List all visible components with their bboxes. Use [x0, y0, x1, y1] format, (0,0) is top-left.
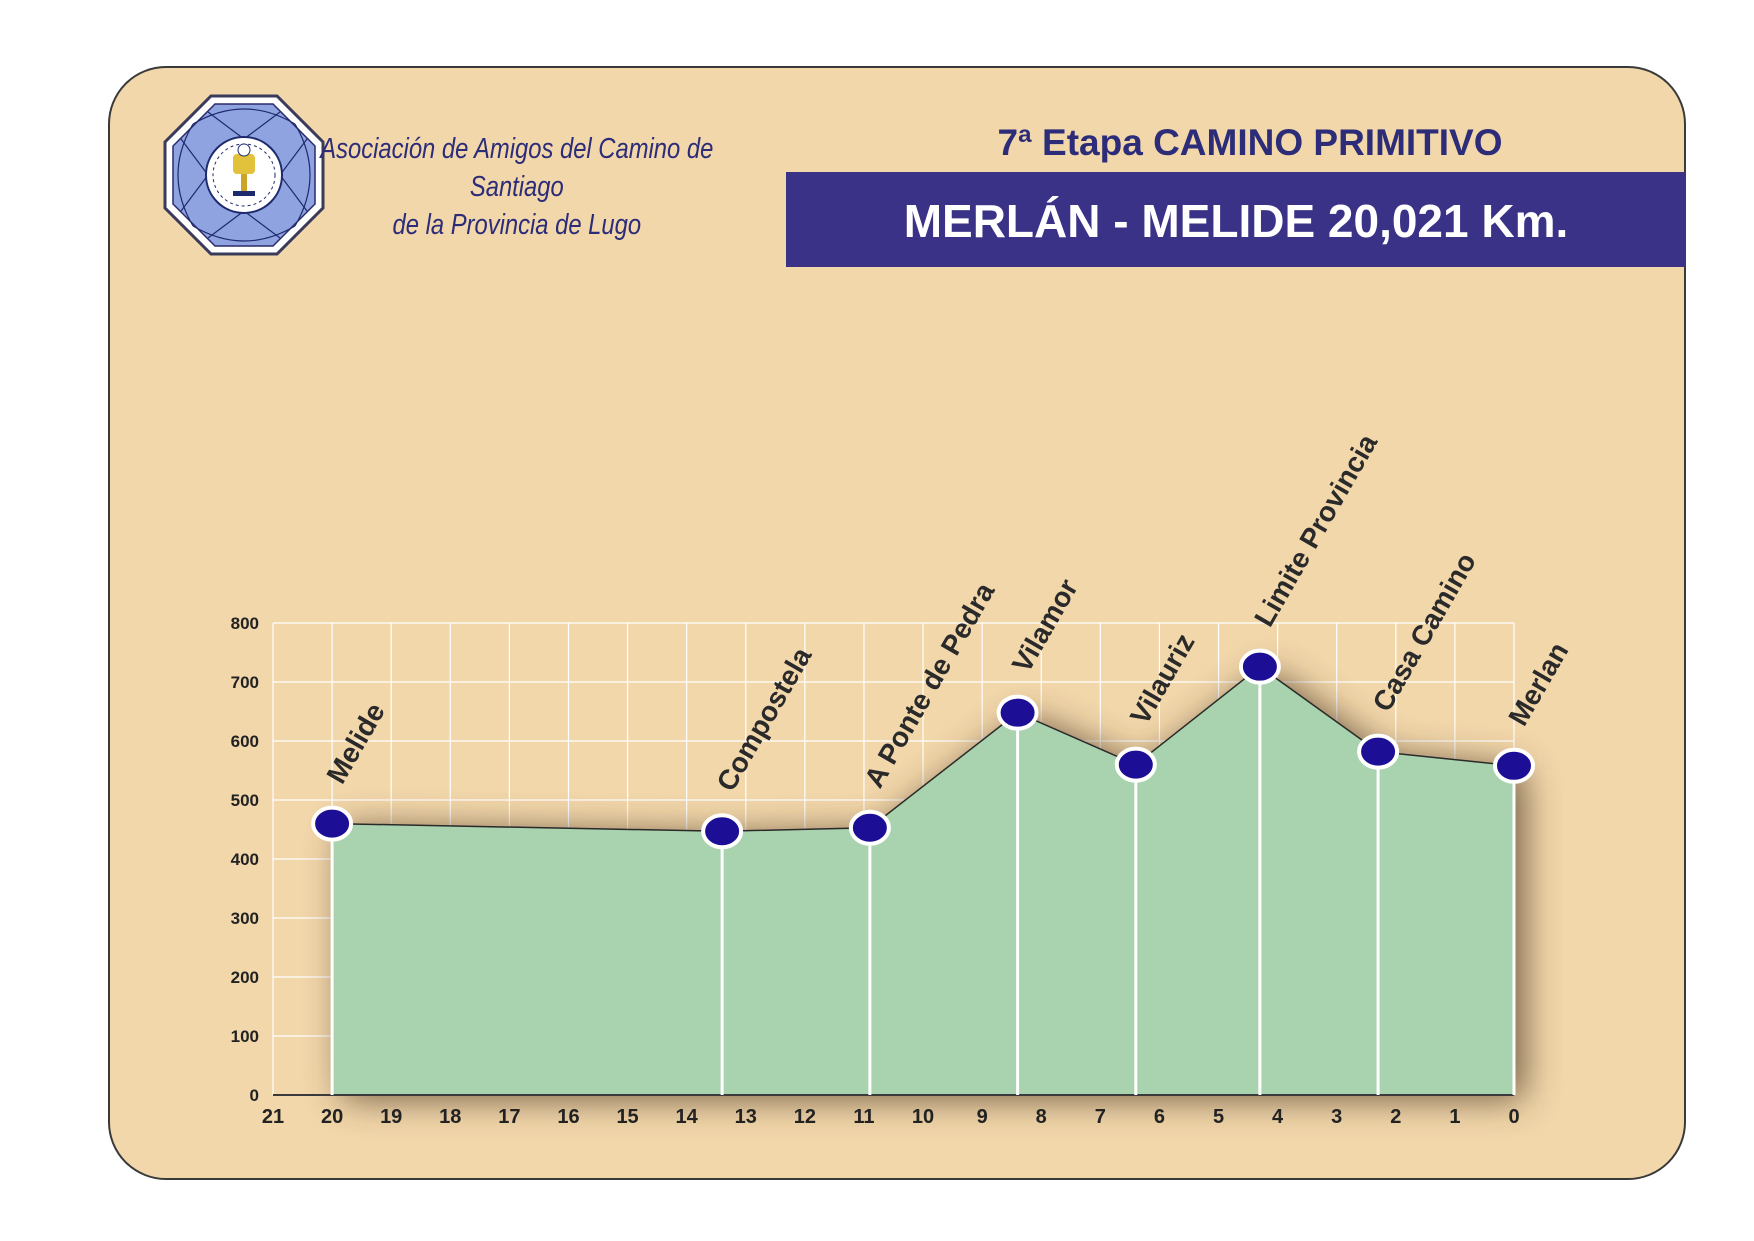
x-tick-label: 15	[616, 1106, 638, 1128]
y-tick-label: 800	[231, 614, 259, 633]
y-tick-label: 300	[231, 909, 259, 928]
x-tick-label: 8	[1036, 1106, 1047, 1128]
y-tick-label: 200	[231, 968, 259, 987]
x-tick-label: 14	[676, 1106, 699, 1128]
waypoint-marker	[996, 694, 1039, 731]
y-tick-label: 700	[231, 673, 259, 692]
waypoint-label: Vilauriz	[1124, 628, 1200, 729]
x-tick-label: 5	[1213, 1106, 1224, 1128]
x-tick-label: 6	[1154, 1106, 1165, 1128]
x-tick-label: 10	[912, 1106, 934, 1128]
waypoint-marker	[1238, 648, 1281, 685]
x-tick-label: 16	[557, 1106, 579, 1128]
x-tick-label: 4	[1272, 1106, 1284, 1128]
waypoint-marker	[701, 813, 744, 850]
waypoint-label: Melide	[320, 698, 390, 789]
x-tick-label: 12	[794, 1106, 816, 1128]
profile-line	[332, 665, 1515, 833]
association-line-2: de la Provincia de Lugo	[392, 209, 642, 241]
x-tick-label: 0	[1508, 1106, 1519, 1128]
association-line-1: Asociación de Amigos del Camino de Santi…	[320, 133, 714, 203]
waypoint-marker	[1357, 733, 1400, 770]
association-name: Asociación de Amigos del Camino de Santi…	[320, 130, 714, 244]
y-tick-label: 400	[231, 850, 259, 869]
x-tick-label: 9	[977, 1106, 988, 1128]
waypoint-label: Compostela	[710, 642, 817, 797]
waypoint-label: Limite Provincia	[1248, 428, 1383, 631]
x-tick-label: 21	[262, 1106, 284, 1128]
waypoint-marker	[311, 805, 354, 842]
y-tick-label: 0	[250, 1086, 259, 1105]
route-banner: MERLÁN - MELIDE 20,021 Km.	[786, 172, 1686, 267]
stage-title: 7ª Etapa CAMINO PRIMITIVO	[997, 122, 1503, 163]
route-title: MERLÁN - MELIDE 20,021 Km.	[903, 195, 1569, 247]
y-tick-label: 500	[231, 791, 259, 810]
x-tick-label: 20	[321, 1106, 343, 1128]
x-tick-label: 7	[1095, 1106, 1106, 1128]
profile-fill	[332, 666, 1515, 1095]
x-tick-label: 3	[1331, 1106, 1342, 1128]
x-tick-label: 19	[380, 1106, 402, 1128]
waypoint-label: Merlan	[1502, 637, 1574, 731]
waypoint-label: Vilamor	[1006, 574, 1084, 678]
y-tick-label: 100	[231, 1027, 259, 1046]
x-tick-label: 17	[498, 1106, 520, 1128]
x-tick-label: 13	[735, 1106, 757, 1128]
waypoint-marker	[1493, 747, 1535, 784]
x-tick-label: 2	[1390, 1106, 1401, 1128]
x-tick-label: 18	[439, 1106, 461, 1128]
x-tick-label: 1	[1449, 1106, 1460, 1128]
waypoint-label: Casa Camino	[1366, 547, 1482, 716]
waypoint-marker	[1114, 746, 1157, 783]
waypoint-marker	[848, 809, 891, 846]
x-tick-label: 11	[853, 1106, 874, 1128]
association-logo	[163, 94, 325, 256]
y-tick-label: 600	[231, 732, 259, 751]
profile-area	[332, 665, 1525, 1099]
